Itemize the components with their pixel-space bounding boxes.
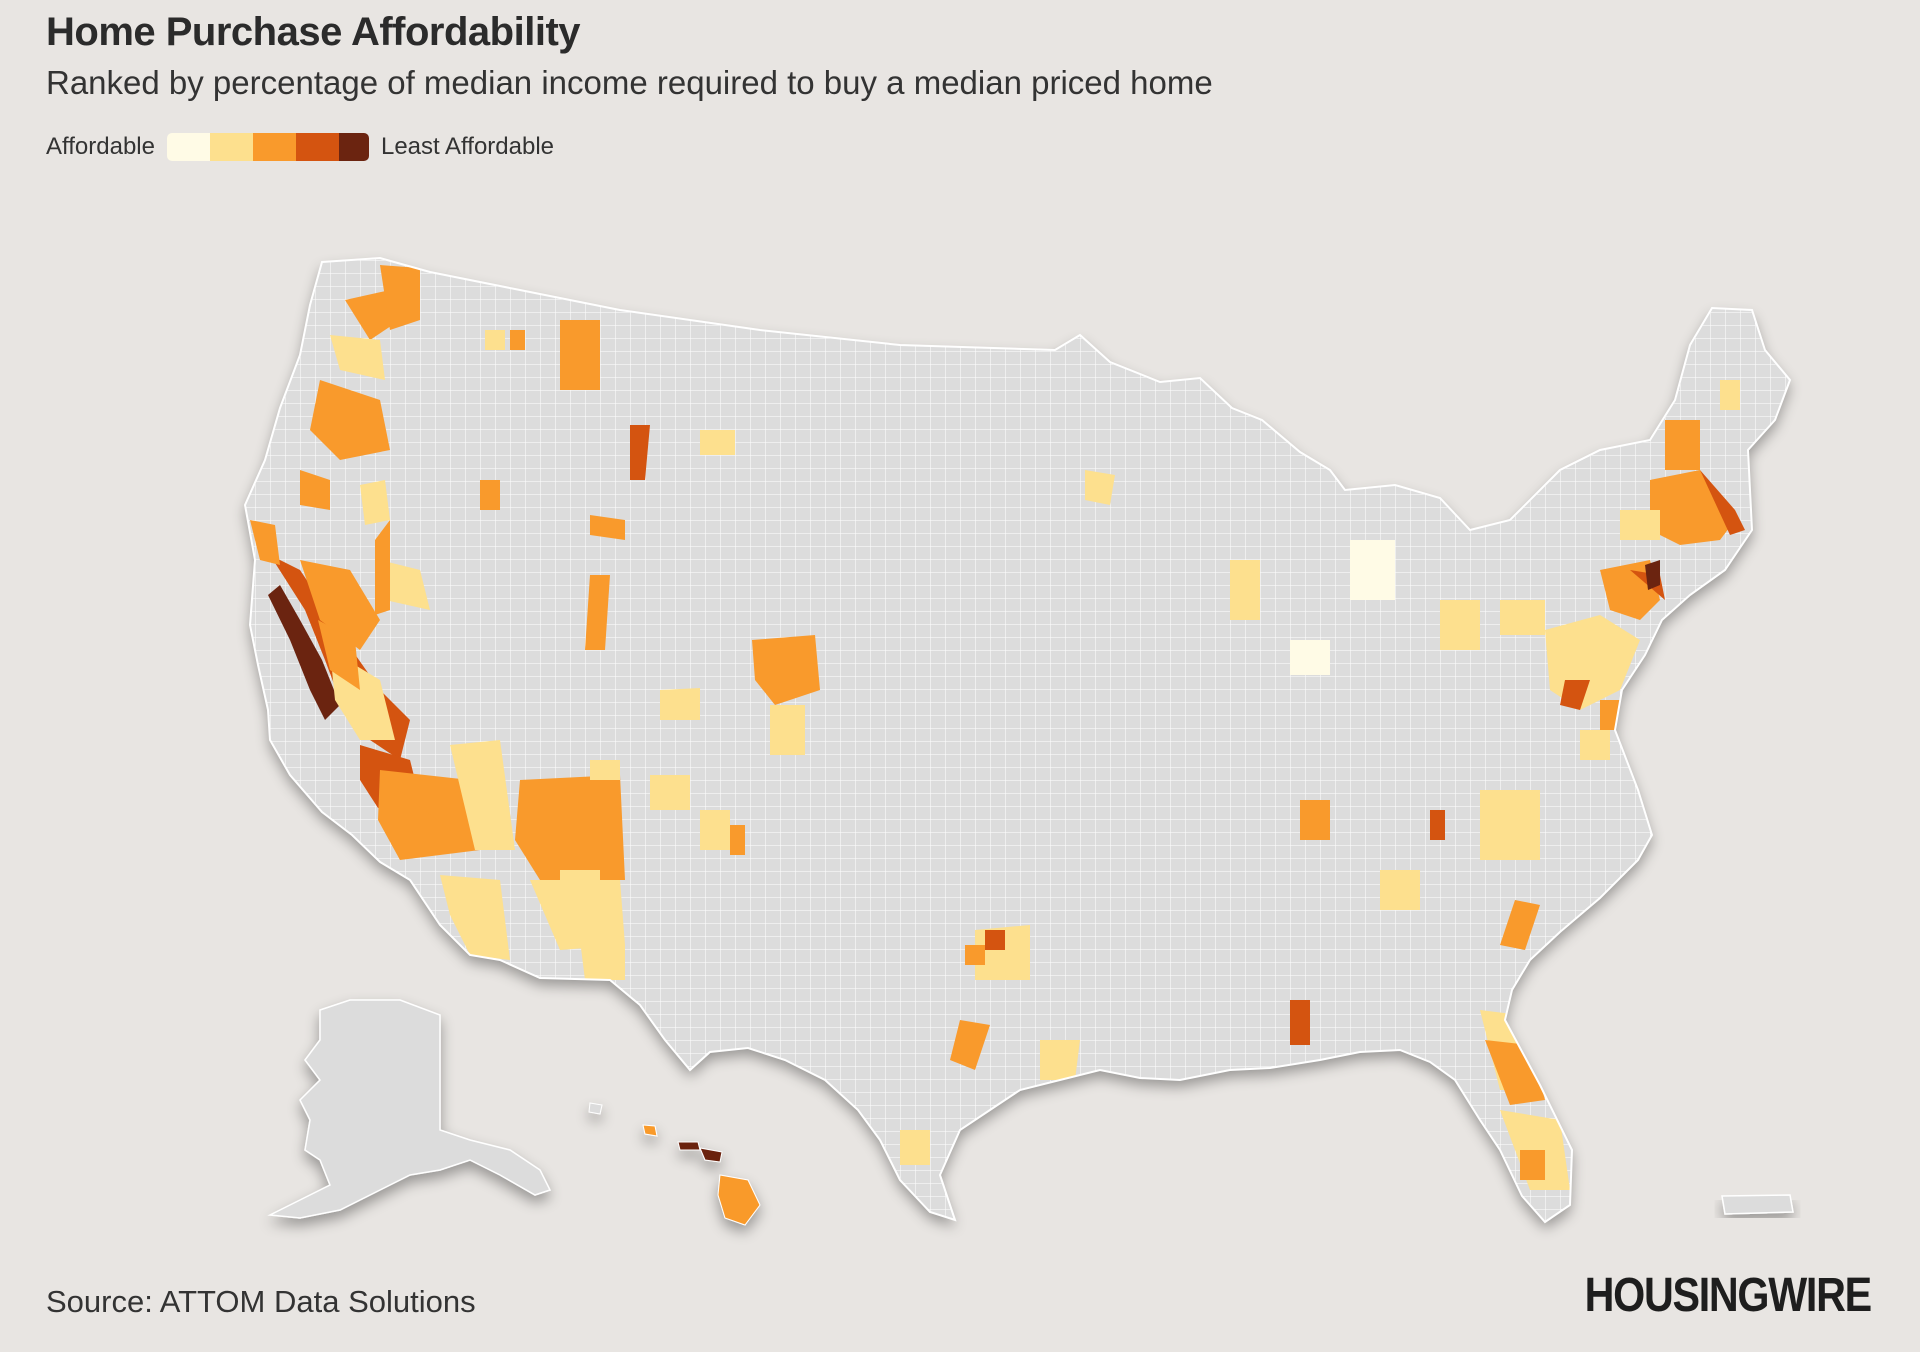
legend-swatch-3 <box>252 133 296 161</box>
housingwire-logo: HOUSINGWIRE <box>1584 1269 1873 1322</box>
hawaii <box>588 1102 761 1226</box>
legend-swatch-5 <box>338 133 369 161</box>
legend-high-label: Least Affordable <box>380 133 555 160</box>
chart-title: Home Purchase Affordability <box>46 10 581 54</box>
legend-swatch-1 <box>166 133 210 161</box>
alaska <box>267 999 552 1219</box>
legend-swatches <box>166 133 369 161</box>
legend: Affordable Least Affordable <box>46 133 554 161</box>
source-note: Source: ATTOM Data Solutions <box>46 1284 476 1319</box>
chart-subtitle: Ranked by percentage of median income re… <box>46 64 1213 101</box>
legend-swatch-4 <box>295 133 339 161</box>
legend-low-label: Affordable <box>46 133 155 160</box>
puerto-rico <box>1721 1194 1794 1215</box>
legend-swatch-2 <box>209 133 253 161</box>
